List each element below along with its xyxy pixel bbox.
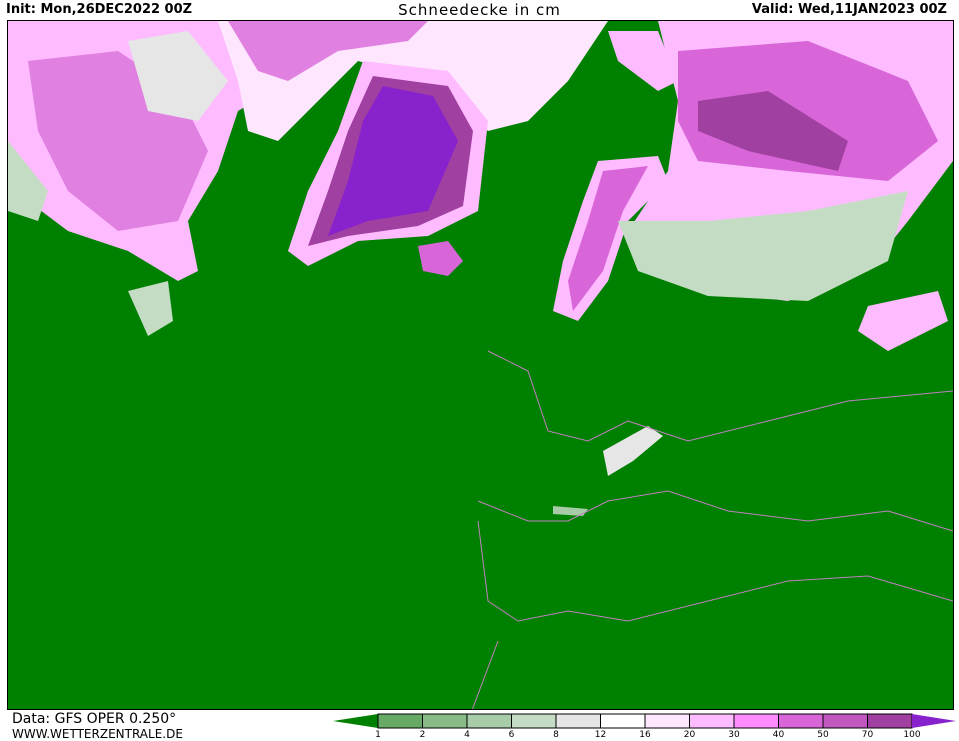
legend-tick-label: 40 bbox=[772, 730, 785, 740]
legend-tick-label: 50 bbox=[817, 730, 829, 740]
legend-tick-label: 6 bbox=[508, 730, 515, 740]
legend-swatch bbox=[689, 713, 735, 729]
legend-swatch bbox=[822, 713, 868, 729]
legend-arrow-below bbox=[333, 714, 378, 728]
legend-tick-label: 100 bbox=[903, 730, 921, 740]
snow-iceland bbox=[418, 241, 463, 276]
legend-swatch bbox=[466, 713, 512, 729]
legend-swatch bbox=[555, 713, 601, 729]
legend-swatch bbox=[377, 713, 423, 729]
legend-tick-label: 2 bbox=[419, 730, 426, 740]
snow-depth-map bbox=[7, 20, 954, 710]
legend-tick-label: 30 bbox=[728, 730, 740, 740]
legend-bar bbox=[333, 713, 956, 729]
data-source: Data: GFS OPER 0.250° bbox=[12, 711, 177, 727]
legend-swatch bbox=[600, 713, 646, 729]
legend-arrow-above bbox=[912, 714, 956, 728]
legend-tick-label: 4 bbox=[464, 730, 470, 740]
init-time: Init: Mon,26DEC2022 00Z bbox=[6, 2, 193, 17]
legend-tick-label: 16 bbox=[639, 730, 651, 740]
map-title: Schneedecke in cm bbox=[398, 1, 561, 19]
legend-swatch bbox=[778, 713, 824, 729]
legend-tick-label: 70 bbox=[861, 730, 874, 740]
color-legend: 1 2 4 6 8 12 16 20 30 40 50 70 100 bbox=[330, 711, 959, 741]
legend-swatch bbox=[644, 713, 690, 729]
legend-tick-label: 8 bbox=[553, 730, 559, 740]
legend-tick-label: 1 bbox=[375, 730, 381, 740]
legend-tick-label: 12 bbox=[594, 730, 607, 740]
legend-swatch bbox=[511, 713, 557, 729]
website-credit: WWW.WETTERZENTRALE.DE bbox=[12, 727, 183, 741]
legend-swatch bbox=[867, 713, 913, 729]
legend-swatch bbox=[422, 713, 468, 729]
valid-time: Valid: Wed,11JAN2023 00Z bbox=[751, 2, 947, 17]
snow-alps bbox=[603, 426, 663, 476]
legend-tick-label: 20 bbox=[683, 730, 696, 740]
europe-coastlines bbox=[471, 350, 953, 709]
legend-swatch bbox=[733, 713, 779, 729]
